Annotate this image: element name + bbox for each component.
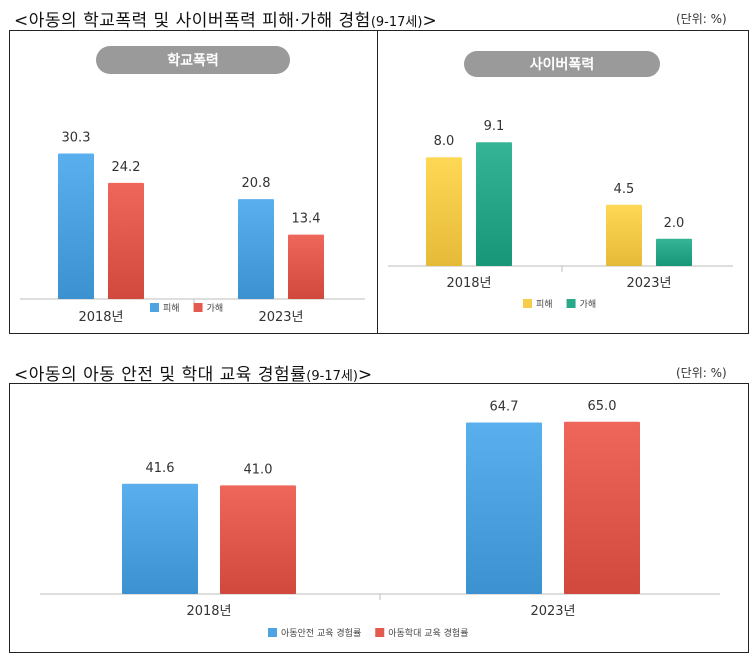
bar xyxy=(564,421,640,594)
legend-label: 아동학대 교육 경험률 xyxy=(388,627,468,639)
data-label: 24.2 xyxy=(112,160,141,175)
category-label: 2023년 xyxy=(626,276,671,291)
data-label: 20.8 xyxy=(242,176,271,191)
legend-label: 아동안전 교육 경험률 xyxy=(281,627,361,639)
bar xyxy=(220,485,296,594)
bar xyxy=(288,234,324,299)
legend-label: 가해 xyxy=(207,303,224,314)
school-violence-chart: 학교폭력 30.3 24.2 2018년 20.8 13.4 2023년 피해 가해 xyxy=(20,46,365,325)
legend-label: 가해 xyxy=(580,299,597,310)
data-label: 41.6 xyxy=(146,461,175,476)
category-label: 2023년 xyxy=(258,310,303,325)
bar xyxy=(466,422,542,594)
data-label: 9.1 xyxy=(484,119,505,134)
section2-title-main: <아동의 아동 안전 및 학대 교육 경험률 xyxy=(14,365,307,385)
data-label: 64.7 xyxy=(490,400,519,415)
data-label: 30.3 xyxy=(62,131,91,146)
chart-title: 사이버폭력 xyxy=(530,56,594,73)
data-label: 2.0 xyxy=(664,216,685,231)
legend-label: 피해 xyxy=(163,303,180,314)
category-label: 2018년 xyxy=(446,276,491,291)
bar xyxy=(606,204,642,266)
data-label: 13.4 xyxy=(292,212,321,227)
bar xyxy=(476,142,512,266)
chart-title-pill xyxy=(96,46,290,74)
section1-title-age: (9-17세) xyxy=(370,15,423,30)
bar xyxy=(238,199,274,299)
section1-title-end: > xyxy=(422,11,438,31)
legend-swatch xyxy=(150,303,159,312)
section1-title: <아동의 학교폭력 및 사이버폭력 피해·가해 경험(9-17세)> xyxy=(14,6,437,31)
bar xyxy=(58,153,94,299)
section2-unit: (단위: %) xyxy=(676,366,727,380)
section2-title: <아동의 아동 안전 및 학대 교육 경험률(9-17세)> xyxy=(14,360,373,385)
chart-title: 학교폭력 xyxy=(167,53,219,69)
data-label: 4.5 xyxy=(614,182,635,197)
legend-swatch xyxy=(375,628,385,637)
category-label: 2023년 xyxy=(530,604,575,619)
data-label: 41.0 xyxy=(244,462,273,477)
bar xyxy=(656,238,692,266)
legend-swatch xyxy=(566,299,576,308)
category-label: 2018년 xyxy=(78,310,123,325)
data-label: 8.0 xyxy=(434,134,455,149)
legend-swatch xyxy=(523,299,532,308)
legend-label: 피해 xyxy=(536,299,553,310)
section2-title-age: (9-17세) xyxy=(306,369,358,384)
bar xyxy=(122,483,198,594)
section1-unit: (단위: %) xyxy=(676,12,727,26)
data-label: 65.0 xyxy=(588,399,617,414)
section2-title-end: > xyxy=(357,365,373,385)
category-label: 2018년 xyxy=(186,604,231,619)
school-violence-panel: 학교폭력 30.3 24.2 2018년 20.8 13.4 2023년 피해 가해 xyxy=(9,30,378,334)
legend-swatch xyxy=(268,628,277,637)
chart-title-pill xyxy=(464,51,660,77)
section1-title-main: <아동의 학교폭력 및 사이버폭력 피해·가해 경험 xyxy=(14,11,371,31)
bar xyxy=(426,157,462,266)
bar xyxy=(108,182,144,299)
legend-swatch xyxy=(193,303,203,312)
